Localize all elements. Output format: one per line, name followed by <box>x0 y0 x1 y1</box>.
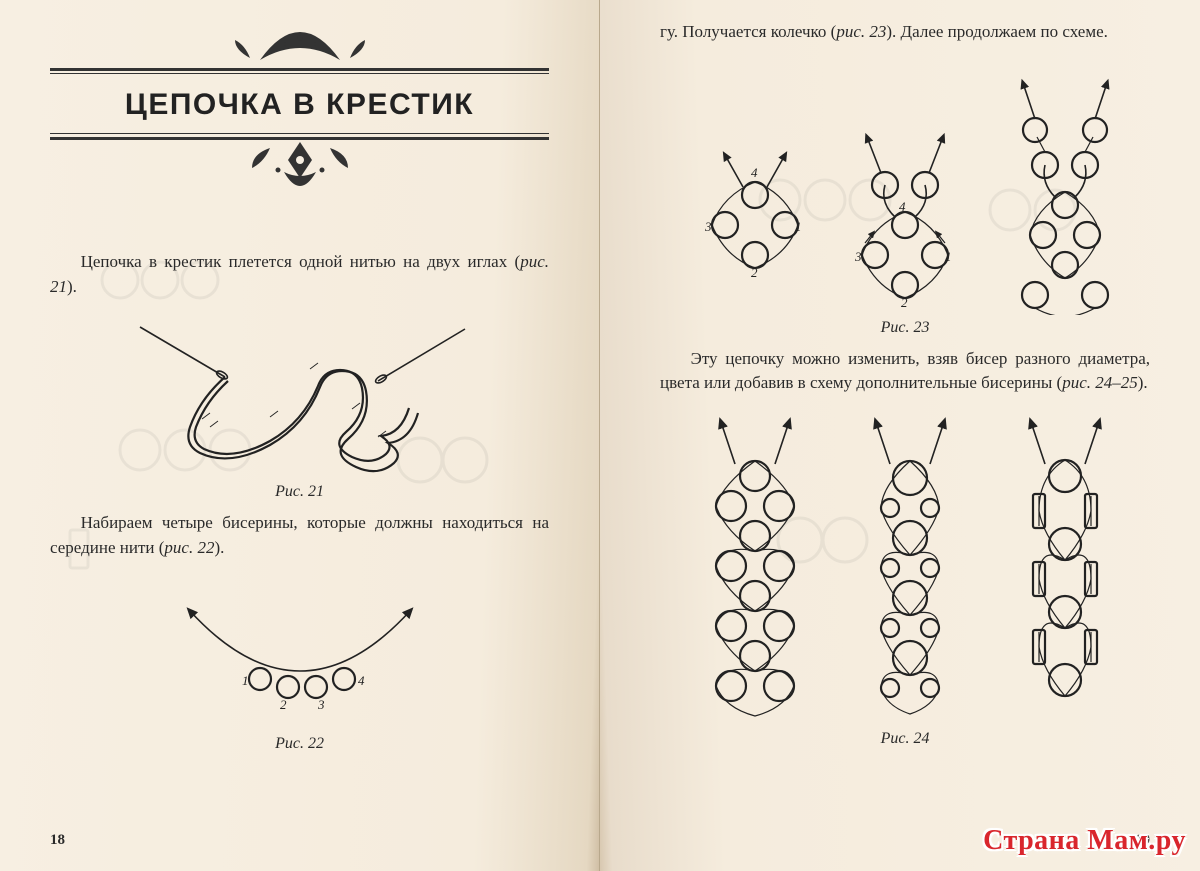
page-right: гу. Получается колечко (рис. 23). Далее … <box>600 0 1200 871</box>
text: Цепочка в крестик плетется одной нитью н… <box>81 252 521 271</box>
para-variation: Эту цепочку можно изменить, взяв бисер р… <box>660 347 1150 396</box>
text: ). <box>1138 373 1148 392</box>
ref: рис. 23 <box>836 22 886 41</box>
svg-text:1: 1 <box>945 249 952 264</box>
fig21-caption: Рис. 21 <box>50 483 549 501</box>
label-2: 2 <box>280 697 287 712</box>
svg-text:4: 4 <box>899 199 906 214</box>
label-3: 3 <box>317 697 325 712</box>
svg-text:2: 2 <box>901 295 908 310</box>
ref: рис. 24–25 <box>1062 373 1138 392</box>
label-4: 4 <box>358 673 365 688</box>
rule-bottom <box>50 132 549 140</box>
para-intro: Цепочка в крестик плетется одной нитью н… <box>50 250 549 299</box>
fig23-caption: Рис. 23 <box>660 319 1150 337</box>
fig22-caption: Рис. 22 <box>50 735 549 753</box>
label-1: 1 <box>242 673 249 688</box>
text: ). <box>214 538 224 557</box>
figure-24: Рис. 24 <box>660 406 1150 748</box>
text: ). Далее продолжаем по схеме. <box>886 22 1107 41</box>
para-top: гу. Получается колечко (рис. 23). Далее … <box>660 20 1150 45</box>
ornament-bottom <box>50 140 550 190</box>
text: ). <box>67 277 77 296</box>
page-number-left: 18 <box>50 832 65 849</box>
svg-text:2: 2 <box>751 265 758 280</box>
figure-23: 1 2 3 4 <box>660 55 1150 337</box>
page-left: ЦЕПОЧКА В КРЕСТИК Цепочка в крестик плет… <box>0 0 600 871</box>
text: Набираем четыре бисерины, которые должны… <box>50 513 549 557</box>
ornament-top <box>50 30 550 68</box>
chapter-title-block: ЦЕПОЧКА В КРЕСТИК <box>50 30 549 190</box>
svg-text:3: 3 <box>854 249 862 264</box>
book-spread: ЦЕПОЧКА В КРЕСТИК Цепочка в крестик плет… <box>0 0 1200 871</box>
svg-text:1: 1 <box>795 219 802 234</box>
ref: рис. 22 <box>164 538 214 557</box>
watermark: Страна Мам.ру <box>983 825 1186 857</box>
figure-21: Рис. 21 <box>50 309 549 501</box>
fig24-caption: Рис. 24 <box>660 730 1150 748</box>
text: гу. Получается колечко ( <box>660 22 836 41</box>
rule-top <box>50 68 549 76</box>
svg-text:3: 3 <box>704 219 712 234</box>
svg-text:4: 4 <box>751 165 758 180</box>
chapter-title: ЦЕПОЧКА В КРЕСТИК <box>50 76 549 132</box>
para-2: Набираем четыре бисерины, которые должны… <box>50 511 549 560</box>
figure-22: 1 2 3 4 Рис. 22 <box>50 591 549 753</box>
